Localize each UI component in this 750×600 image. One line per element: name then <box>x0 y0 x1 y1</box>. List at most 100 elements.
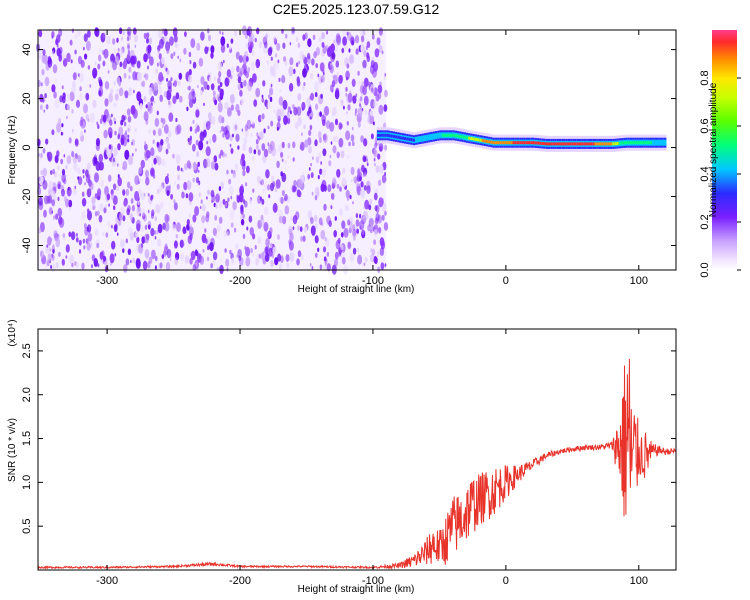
noise-mark <box>157 128 162 137</box>
noise-mark <box>324 236 327 242</box>
noise-mark <box>309 116 312 120</box>
noise-mark <box>348 227 352 234</box>
noise-mark <box>201 204 206 212</box>
noise-mark <box>280 171 284 177</box>
colorbar-tick-label: 0.8 <box>699 70 711 85</box>
band-core <box>528 141 532 145</box>
noise-mark <box>356 228 359 234</box>
noise-mark <box>38 29 43 38</box>
noise-mark <box>199 131 205 142</box>
noise-mark <box>167 130 172 138</box>
noise-mark <box>47 253 52 262</box>
noise-mark <box>239 89 243 97</box>
noise-mark <box>274 186 278 192</box>
band-core <box>621 141 625 145</box>
band-core <box>663 141 667 145</box>
noise-mark <box>186 219 190 226</box>
band-core <box>614 142 618 146</box>
noise-mark <box>289 252 295 263</box>
noise-mark <box>159 262 163 269</box>
noise-mark <box>297 225 300 231</box>
noise-mark <box>256 27 260 35</box>
noise-mark <box>144 249 150 259</box>
noise-mark <box>98 153 104 163</box>
noise-mark <box>373 149 378 158</box>
noise-mark <box>264 182 269 191</box>
noise-mark <box>126 208 130 216</box>
noise-mark <box>127 49 130 55</box>
noise-mark <box>117 177 122 187</box>
noise-mark <box>288 240 294 251</box>
noise-mark <box>107 70 110 74</box>
noise-mark <box>185 193 189 199</box>
noise-mark <box>200 90 203 96</box>
noise-mark <box>331 51 336 60</box>
noise-mark <box>135 258 141 269</box>
noise-mark <box>281 75 286 84</box>
noise-mark <box>113 147 118 157</box>
noise-mark <box>63 195 68 203</box>
noise-mark <box>334 216 337 221</box>
band-core <box>649 141 654 145</box>
noise-mark <box>284 193 288 202</box>
noise-mark <box>374 142 378 149</box>
noise-mark <box>255 87 261 98</box>
noise-mark <box>384 172 387 176</box>
noise-mark <box>115 216 119 224</box>
noise-mark <box>273 60 279 71</box>
noise-mark <box>383 222 389 231</box>
noise-mark <box>314 222 319 230</box>
noise-mark <box>250 62 255 71</box>
noise-mark <box>272 69 277 78</box>
noise-mark <box>135 231 139 238</box>
band-core <box>579 142 583 146</box>
band-core <box>468 136 472 140</box>
noise-mark <box>51 210 54 214</box>
snr-y-label: SNR (10 * v/v) <box>7 418 18 482</box>
noise-mark <box>72 188 77 196</box>
noise-mark <box>322 133 328 143</box>
noise-mark <box>236 195 241 203</box>
noise-mark <box>123 72 127 79</box>
noise-mark <box>127 32 132 41</box>
x-tick-label: -100 <box>362 575 384 587</box>
noise-mark <box>127 44 130 50</box>
noise-mark <box>295 62 299 67</box>
band-core <box>583 142 587 146</box>
noise-mark <box>55 238 61 248</box>
band-core <box>656 141 660 145</box>
noise-mark <box>96 121 99 126</box>
band-core <box>477 138 481 142</box>
noise-mark <box>66 104 70 111</box>
noise-mark <box>311 228 316 237</box>
noise-mark <box>364 256 368 263</box>
noise-mark <box>235 133 240 142</box>
noise-mark <box>68 231 72 238</box>
noise-mark <box>85 114 90 121</box>
noise-mark <box>113 102 117 108</box>
noise-mark <box>168 112 174 122</box>
y-tick-label: 2.5 <box>21 343 33 358</box>
noise-mark <box>162 118 166 125</box>
band-core <box>441 133 445 137</box>
noise-mark <box>245 182 248 187</box>
noise-mark <box>317 112 320 117</box>
colorbar-tick-label: 0.2 <box>699 214 711 229</box>
noise-mark <box>52 64 58 74</box>
noise-mark <box>297 93 302 101</box>
noise-mark <box>58 54 62 62</box>
noise-mark <box>208 138 212 145</box>
band-core <box>629 141 634 145</box>
noise-mark <box>345 204 349 212</box>
spectrogram-x-label: Height of straight line (km) <box>298 284 415 295</box>
noise-mark <box>46 151 50 158</box>
noise-mark <box>93 203 96 207</box>
noise-mark <box>160 139 164 146</box>
noise-mark <box>246 226 249 231</box>
noise-mark <box>220 149 224 156</box>
noise-mark <box>114 120 116 125</box>
noise-mark <box>65 165 68 170</box>
band-core <box>510 141 514 145</box>
band-core <box>435 134 439 138</box>
noise-mark <box>316 191 320 198</box>
